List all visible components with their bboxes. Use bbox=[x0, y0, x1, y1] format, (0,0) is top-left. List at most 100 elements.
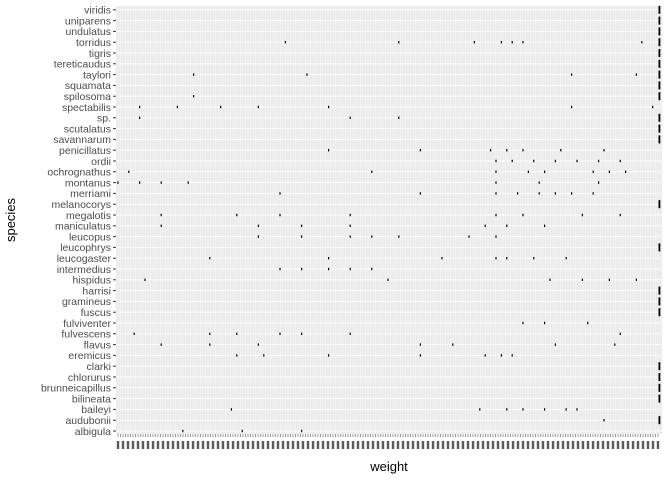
x-tick-label bbox=[316, 441, 320, 449]
x-tick-label bbox=[531, 441, 535, 449]
data-point bbox=[236, 213, 238, 217]
data-point bbox=[652, 105, 654, 109]
x-tick-label bbox=[561, 441, 565, 449]
data-point bbox=[495, 181, 497, 184]
data-point bbox=[625, 170, 627, 173]
x-tick-label bbox=[536, 441, 540, 449]
y-tick-label-eremicus: eremicus bbox=[68, 350, 111, 362]
na-point bbox=[658, 297, 661, 306]
data-point bbox=[371, 235, 373, 238]
data-point bbox=[301, 429, 303, 433]
data-point bbox=[490, 149, 492, 152]
data-point bbox=[349, 267, 351, 271]
x-tick-label bbox=[596, 441, 600, 449]
data-point bbox=[484, 224, 486, 227]
data-point bbox=[554, 192, 556, 195]
x-tick-label bbox=[491, 441, 495, 449]
x-tick-label bbox=[651, 441, 655, 449]
data-point bbox=[328, 149, 330, 152]
x-tick-label bbox=[646, 441, 650, 449]
data-point bbox=[495, 213, 497, 217]
na-point bbox=[658, 362, 661, 371]
data-point bbox=[301, 332, 303, 335]
x-tick-label bbox=[616, 441, 620, 449]
y-tick-label-flavus: flavus bbox=[84, 339, 111, 351]
x-tick-label bbox=[381, 441, 385, 449]
x-tick-label bbox=[421, 441, 425, 449]
x-tick-label bbox=[276, 441, 280, 449]
data-point bbox=[598, 181, 600, 184]
x-tick-label bbox=[621, 441, 625, 449]
x-tick-label bbox=[396, 441, 400, 449]
data-point bbox=[527, 170, 529, 173]
x-tick-label bbox=[446, 441, 450, 449]
y-tick-label-torridus: torridus bbox=[76, 37, 111, 49]
data-point bbox=[506, 224, 508, 227]
data-point bbox=[257, 105, 259, 109]
data-point bbox=[193, 95, 195, 98]
data-point bbox=[473, 41, 475, 44]
data-point bbox=[306, 73, 308, 76]
y-tick-label-fulvescens: fulvescens bbox=[61, 329, 111, 341]
data-point bbox=[257, 343, 259, 346]
data-point bbox=[128, 170, 130, 173]
y-tick-label-undulatus: undulatus bbox=[65, 26, 111, 38]
data-point bbox=[538, 181, 540, 184]
x-tick-label bbox=[626, 441, 630, 449]
x-tick-label bbox=[376, 441, 380, 449]
data-point bbox=[522, 149, 524, 152]
x-tick-label bbox=[371, 441, 375, 449]
na-points bbox=[658, 5, 661, 425]
data-point bbox=[387, 278, 389, 281]
data-point bbox=[160, 181, 162, 184]
data-point bbox=[419, 343, 421, 346]
na-point bbox=[658, 38, 661, 47]
data-point bbox=[587, 321, 589, 325]
x-tick-label bbox=[461, 441, 465, 449]
na-point bbox=[658, 92, 661, 101]
data-point bbox=[506, 149, 508, 152]
y-tick-label-tigris: tigris bbox=[89, 48, 111, 60]
data-point bbox=[349, 116, 351, 119]
x-tick-label bbox=[136, 441, 140, 449]
data-point bbox=[371, 267, 373, 271]
x-tick-label bbox=[601, 441, 605, 449]
data-point bbox=[236, 332, 238, 335]
x-tick-label bbox=[551, 441, 555, 449]
y-tick-label-tereticaudus: tereticaudus bbox=[54, 59, 111, 71]
data-point bbox=[117, 181, 119, 184]
x-tick-label bbox=[486, 441, 490, 449]
data-point bbox=[581, 213, 583, 217]
data-point bbox=[608, 170, 610, 173]
x-tick-label bbox=[451, 441, 455, 449]
data-point bbox=[544, 170, 546, 173]
y-tick-label-montanus: montanus bbox=[65, 177, 111, 189]
x-tick-label bbox=[471, 441, 475, 449]
y-tick-label-harrisi: harrisi bbox=[82, 285, 111, 297]
x-tick-label bbox=[246, 441, 250, 449]
data-point bbox=[571, 192, 573, 195]
na-point bbox=[658, 286, 661, 295]
data-point bbox=[598, 159, 600, 163]
y-tick-label-gramineus: gramineus bbox=[62, 296, 111, 308]
x-tick-label bbox=[256, 441, 260, 449]
x-tick-label bbox=[476, 441, 480, 449]
data-point bbox=[328, 257, 330, 260]
y-tick-label-baileyi: baileyi bbox=[81, 404, 111, 416]
x-tick-label bbox=[236, 441, 240, 449]
x-tick-label bbox=[356, 441, 360, 449]
x-tick-label bbox=[611, 441, 615, 449]
data-point bbox=[209, 332, 211, 335]
data-point bbox=[441, 257, 443, 260]
data-point bbox=[160, 343, 162, 346]
data-point bbox=[581, 278, 583, 281]
x-tick-label bbox=[406, 441, 410, 449]
x-tick-label bbox=[416, 441, 420, 449]
x-tick-label bbox=[196, 441, 200, 449]
y-tick-label-spectabilis: spectabilis bbox=[62, 102, 111, 114]
grid-lines bbox=[116, 6, 662, 434]
x-tick-label bbox=[221, 441, 225, 449]
y-axis-tick-labels: albigulaauduboniibaileyibilineatabrunnei… bbox=[41, 5, 112, 438]
x-tick-label bbox=[521, 441, 525, 449]
y-tick-label-fulviventer: fulviventer bbox=[63, 318, 111, 330]
